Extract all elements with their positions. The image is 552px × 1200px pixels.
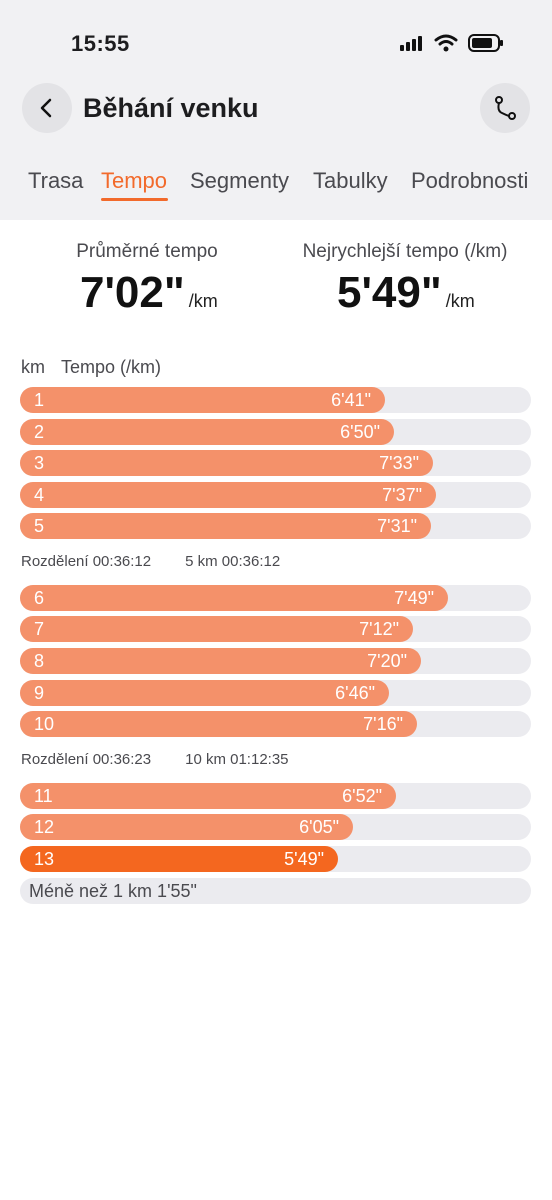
split-row: 3 7'33" xyxy=(20,450,531,476)
remainder-row: Méně než 1 km 1'55" xyxy=(20,878,531,904)
split-row: 2 6'50" xyxy=(20,419,531,445)
split-pace: 6'52" xyxy=(342,786,382,806)
split-km: 8 xyxy=(34,651,45,671)
tab-tempo[interactable]: Tempo xyxy=(101,168,168,193)
split-row: 4 7'37" xyxy=(20,482,531,508)
pace-bar: 1 6'41" xyxy=(20,387,385,413)
pace-bar: 8 7'20" xyxy=(20,648,421,674)
pace-bar: 12 6'05" xyxy=(20,814,353,840)
split-row: 11 6'52" xyxy=(20,783,531,809)
chevron-left-icon xyxy=(40,98,52,118)
split-row: 7 7'12" xyxy=(20,616,531,642)
split-pace: 7'16" xyxy=(363,714,403,734)
split-pace: 7'49" xyxy=(394,588,434,608)
km-column-header: km xyxy=(21,357,45,377)
pace-bar: 9 6'46" xyxy=(20,680,389,706)
split-pace: 6'46" xyxy=(335,683,375,703)
split-pace: 7'20" xyxy=(367,651,407,671)
split-summary-1: Rozdělení 00:36:12 5 km 00:36:12 xyxy=(21,553,281,570)
pace-bar: 6 7'49" xyxy=(20,585,448,611)
split-row: 10 7'16" xyxy=(20,711,531,737)
split-pace: 6'50" xyxy=(340,422,380,442)
pace-column-header: Tempo (/km) xyxy=(61,357,162,377)
split-pace: 7'33" xyxy=(379,453,419,473)
pace-bar: 10 7'16" xyxy=(20,711,417,737)
split-row: 12 6'05" xyxy=(20,814,531,840)
split-summary-2: Rozdělení 00:36:23 10 km 01:12:35 xyxy=(21,751,289,768)
wifi-icon xyxy=(434,34,458,52)
split-row: 6 7'49" xyxy=(20,585,531,611)
route-button[interactable] xyxy=(480,83,530,133)
split-pace: 7'12" xyxy=(359,619,399,639)
cellular-signal-icon xyxy=(400,36,422,51)
split-km: 1 xyxy=(34,390,45,410)
split-km: 4 xyxy=(34,485,45,505)
split-km: 10 xyxy=(34,714,55,734)
tab-bar: Trasa Tempo Segmenty Tabulky Podrobnosti xyxy=(0,168,552,208)
battery-icon xyxy=(468,34,503,52)
tab-podrobnosti[interactable]: Podrobnosti xyxy=(411,168,529,193)
tab-trasa[interactable]: Trasa xyxy=(28,168,84,193)
split-pace: 6'05" xyxy=(299,817,339,837)
pace-bar: 4 7'37" xyxy=(20,482,436,508)
split-pace: 5'49" xyxy=(284,849,324,869)
split-km: 7 xyxy=(34,619,45,639)
split-km: 12 xyxy=(34,817,55,837)
fastest-pace-bar: 13 5'49" xyxy=(20,846,338,872)
split-km: 11 xyxy=(34,786,53,806)
pace-bar: 3 7'33" xyxy=(20,450,433,476)
tab-tabulky[interactable]: Tabulky xyxy=(313,168,388,193)
page-title: Běhání venku xyxy=(83,93,259,123)
split-km: 6 xyxy=(34,588,45,608)
split-row: 1 6'41" xyxy=(20,387,531,413)
pace-bar: 11 6'52" xyxy=(20,783,396,809)
best-pace-label: Nejrychlejší tempo (/km) xyxy=(302,241,508,262)
split-km: 3 xyxy=(34,453,45,473)
remainder-label: Méně než 1 km 1'55" xyxy=(29,881,197,901)
split-km: 2 xyxy=(34,422,45,442)
pace-bar: 7 7'12" xyxy=(20,616,413,642)
status-time: 15:55 xyxy=(71,31,130,56)
back-button[interactable] xyxy=(22,83,72,133)
best-pace-value: 5'49"/km xyxy=(337,268,475,317)
split-pace: 7'31" xyxy=(377,516,417,536)
split-km: 5 xyxy=(34,516,45,536)
tab-segmenty[interactable]: Segmenty xyxy=(190,168,290,193)
active-tab-indicator xyxy=(101,198,168,201)
pace-bar: 5 7'31" xyxy=(20,513,431,539)
avg-pace-label: Průměrné tempo xyxy=(76,241,218,262)
split-km: 9 xyxy=(34,683,45,703)
avg-pace-value: 7'02"/km xyxy=(80,268,218,317)
split-pace: 7'37" xyxy=(382,485,422,505)
split-row: 5 7'31" xyxy=(20,513,531,539)
header-area: 15:55 Běhání venku Tras xyxy=(0,0,552,220)
pace-bar: 2 6'50" xyxy=(20,419,394,445)
split-row: 9 6'46" xyxy=(20,680,531,706)
split-pace: 6'41" xyxy=(331,390,371,410)
route-icon xyxy=(495,96,516,120)
status-icons xyxy=(400,34,504,52)
split-row: 13 5'49" xyxy=(20,846,531,872)
split-km: 13 xyxy=(34,849,55,869)
split-row: 8 7'20" xyxy=(20,648,531,674)
